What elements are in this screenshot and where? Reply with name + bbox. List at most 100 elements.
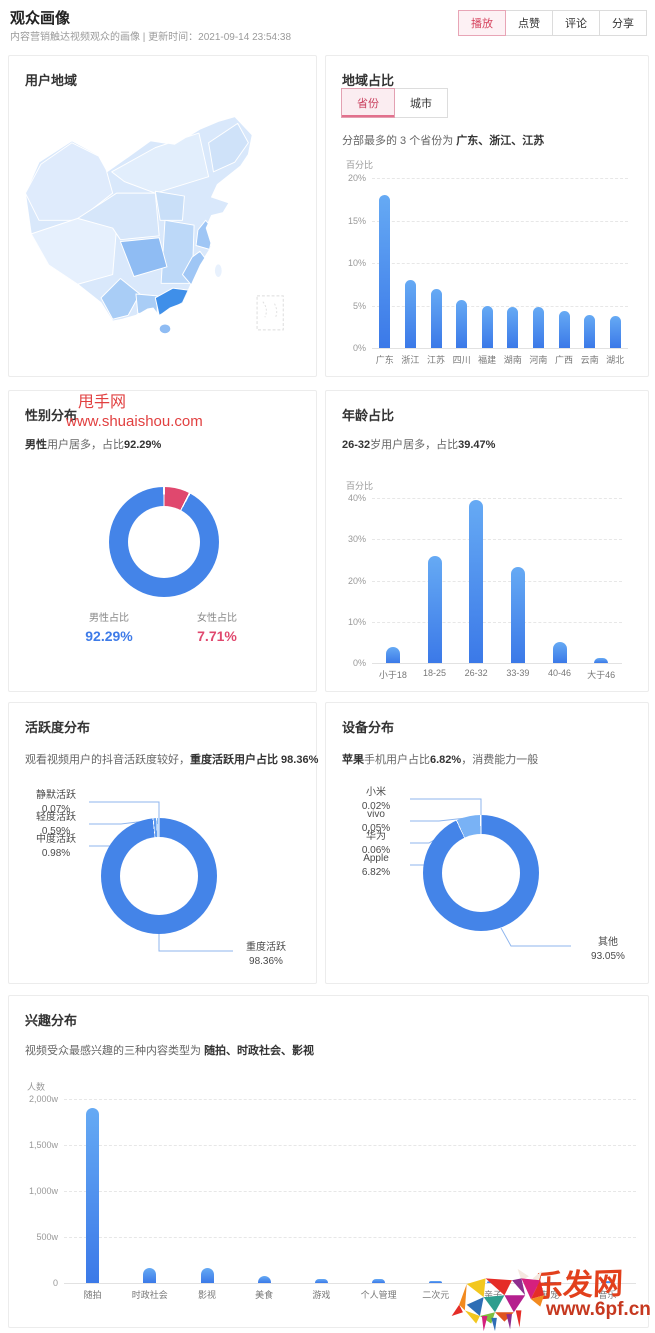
province-north-china[interactable] xyxy=(154,190,185,221)
gridline xyxy=(64,1099,636,1100)
x-tick-label: 个人管理 xyxy=(360,1290,397,1300)
gridline xyxy=(372,178,628,179)
panel-title: 性别分布 xyxy=(25,408,78,423)
bar-江苏[interactable] xyxy=(430,288,442,348)
province-gansu[interactable] xyxy=(77,192,160,241)
watermark-shuaishou: 甩手网 www.shuaishou.com xyxy=(66,394,203,430)
callout-huawei: 华为 0.06% xyxy=(361,831,391,856)
panel-subtitle: 26-32岁用户居多，占比39.47% xyxy=(342,439,496,451)
metric-button-like[interactable]: 点赞 xyxy=(505,10,553,36)
y-tick-label: 1,500w xyxy=(28,1140,58,1150)
x-tick-label: 26-32 xyxy=(464,668,488,678)
gender-donut-chart[interactable] xyxy=(109,487,219,597)
bar-26-32[interactable] xyxy=(469,500,484,663)
x-tick-label: 广西 xyxy=(554,355,574,365)
callout-silent: 静默活跃 0.07% xyxy=(36,790,76,815)
x-tick-label: 随拍 xyxy=(83,1290,102,1300)
bar-四川[interactable] xyxy=(456,300,468,348)
x-tick-label: 云南 xyxy=(580,355,599,365)
metric-button-share[interactable]: 分享 xyxy=(599,10,647,36)
bar-18-25[interactable] xyxy=(427,555,442,663)
province-northeast[interactable] xyxy=(208,122,249,173)
bar-随拍[interactable] xyxy=(86,1108,100,1283)
province-taiwan[interactable] xyxy=(213,263,223,278)
bar-个人管理[interactable] xyxy=(372,1279,386,1283)
bar-广东[interactable] xyxy=(379,195,391,348)
gridline xyxy=(372,348,628,349)
metric-button-play[interactable]: 播放 xyxy=(458,10,506,36)
bar-浙江[interactable] xyxy=(404,280,416,348)
province-hainan[interactable] xyxy=(158,323,172,335)
y-tick-label: 30% xyxy=(347,534,366,545)
callout-other: 其他 93.05% xyxy=(591,937,625,962)
x-tick-label: 时政社会 xyxy=(131,1290,168,1300)
province-sichuan[interactable] xyxy=(119,237,168,278)
callout-heavy: 重度活跃 98.36% xyxy=(246,942,286,967)
panel-gender: 性别分布 男性用户居多，占比92.29% 男性占比 92.29% 女性占比 7.… xyxy=(8,390,317,692)
bar-时政社会[interactable] xyxy=(143,1268,157,1283)
panel-subtitle: 男性用户居多，占比92.29% xyxy=(25,439,162,451)
panel-title: 地域占比 xyxy=(342,73,395,88)
x-tick-label: 小于18 xyxy=(378,670,407,680)
province-guangxi[interactable] xyxy=(135,293,158,314)
region-tabs: 省份 城市 xyxy=(341,88,448,118)
bar-大于46[interactable] xyxy=(594,658,609,663)
panel-age: 年龄占比 26-32岁用户居多，占比39.47% 百分比 0% 10% 20% 30%… xyxy=(325,390,649,692)
bar-萌宠[interactable] xyxy=(543,1281,557,1283)
panel-user-region: 用户地域 xyxy=(8,55,317,377)
x-tick-label: 大于46 xyxy=(587,670,616,680)
gridline xyxy=(372,263,628,264)
bar-美食[interactable] xyxy=(257,1276,271,1283)
bar-音乐[interactable] xyxy=(600,1281,614,1283)
bar-小于18[interactable] xyxy=(385,646,400,663)
x-tick-label: 江苏 xyxy=(426,355,446,365)
bar-广西[interactable] xyxy=(558,310,570,348)
callout-vivo: vivo 0.05% xyxy=(361,809,391,834)
tab-province[interactable]: 省份 xyxy=(341,88,395,118)
gridline xyxy=(64,1283,636,1284)
bar-湖北[interactable] xyxy=(609,315,621,348)
gridline xyxy=(372,305,628,307)
device-donut-chart[interactable] xyxy=(423,815,539,931)
y-tick-label: 0% xyxy=(352,658,366,668)
bar-影视[interactable] xyxy=(200,1268,214,1283)
bar-河南[interactable] xyxy=(532,307,544,348)
province-inner-mongolia[interactable] xyxy=(111,132,210,194)
panel-title: 用户地域 xyxy=(25,73,78,88)
y-tick-label: 20% xyxy=(347,575,366,586)
legend-female: 女性占比 7.71% xyxy=(197,613,237,644)
bar-游戏[interactable] xyxy=(314,1278,328,1283)
tab-city[interactable]: 城市 xyxy=(394,88,448,118)
bar-福建[interactable] xyxy=(481,305,493,348)
bar-40-46[interactable] xyxy=(552,641,567,663)
callout-medium: 中度活跃 0.98% xyxy=(36,834,76,859)
x-tick-label: 40-46 xyxy=(547,668,572,678)
x-tick-label: 33-39 xyxy=(506,668,530,678)
gridline xyxy=(372,220,628,222)
x-tick-label: 湖南 xyxy=(503,355,522,365)
y-tick-label: 1,000w xyxy=(28,1186,58,1196)
china-map[interactable] xyxy=(19,104,311,356)
region-bar-chart: 0% 5% 10% 15% 20% 广东 浙江 江苏 四川 福建 湖南 河南 广西 云南 湖北 xyxy=(348,173,628,365)
metric-button-comment[interactable]: 评论 xyxy=(552,10,600,36)
province-xinjiang[interactable] xyxy=(25,142,114,221)
x-tick-label: 游戏 xyxy=(312,1290,331,1300)
bull-logo xyxy=(451,1268,545,1332)
age-bar-chart: 0% 10% 20% 30% 40% 小于18 18-25 26-32 33-39 40-46 大于… xyxy=(348,493,622,680)
bar-二次元[interactable] xyxy=(429,1280,443,1283)
callout-light: 轻度活跃 0.59% xyxy=(36,812,76,837)
callout-xiaomi: 小米 0.02% xyxy=(361,787,391,812)
x-tick-label: 四川 xyxy=(452,355,471,365)
activity-donut-chart[interactable] xyxy=(101,818,217,934)
gridline xyxy=(64,1145,636,1146)
y-tick-label: 5% xyxy=(352,300,366,311)
y-tick-label: 40% xyxy=(347,493,366,503)
panel-subtitle: 苹果手机用户占比6.82%，消费能力一般 xyxy=(342,754,539,766)
panel-title: 设备分布 xyxy=(342,720,395,735)
y-tick-label: 2,000w xyxy=(28,1094,58,1104)
province-yunnan[interactable] xyxy=(100,277,141,320)
bar-云南[interactable] xyxy=(584,314,596,348)
bar-33-39[interactable] xyxy=(510,567,525,663)
bar-湖南[interactable] xyxy=(507,307,519,348)
